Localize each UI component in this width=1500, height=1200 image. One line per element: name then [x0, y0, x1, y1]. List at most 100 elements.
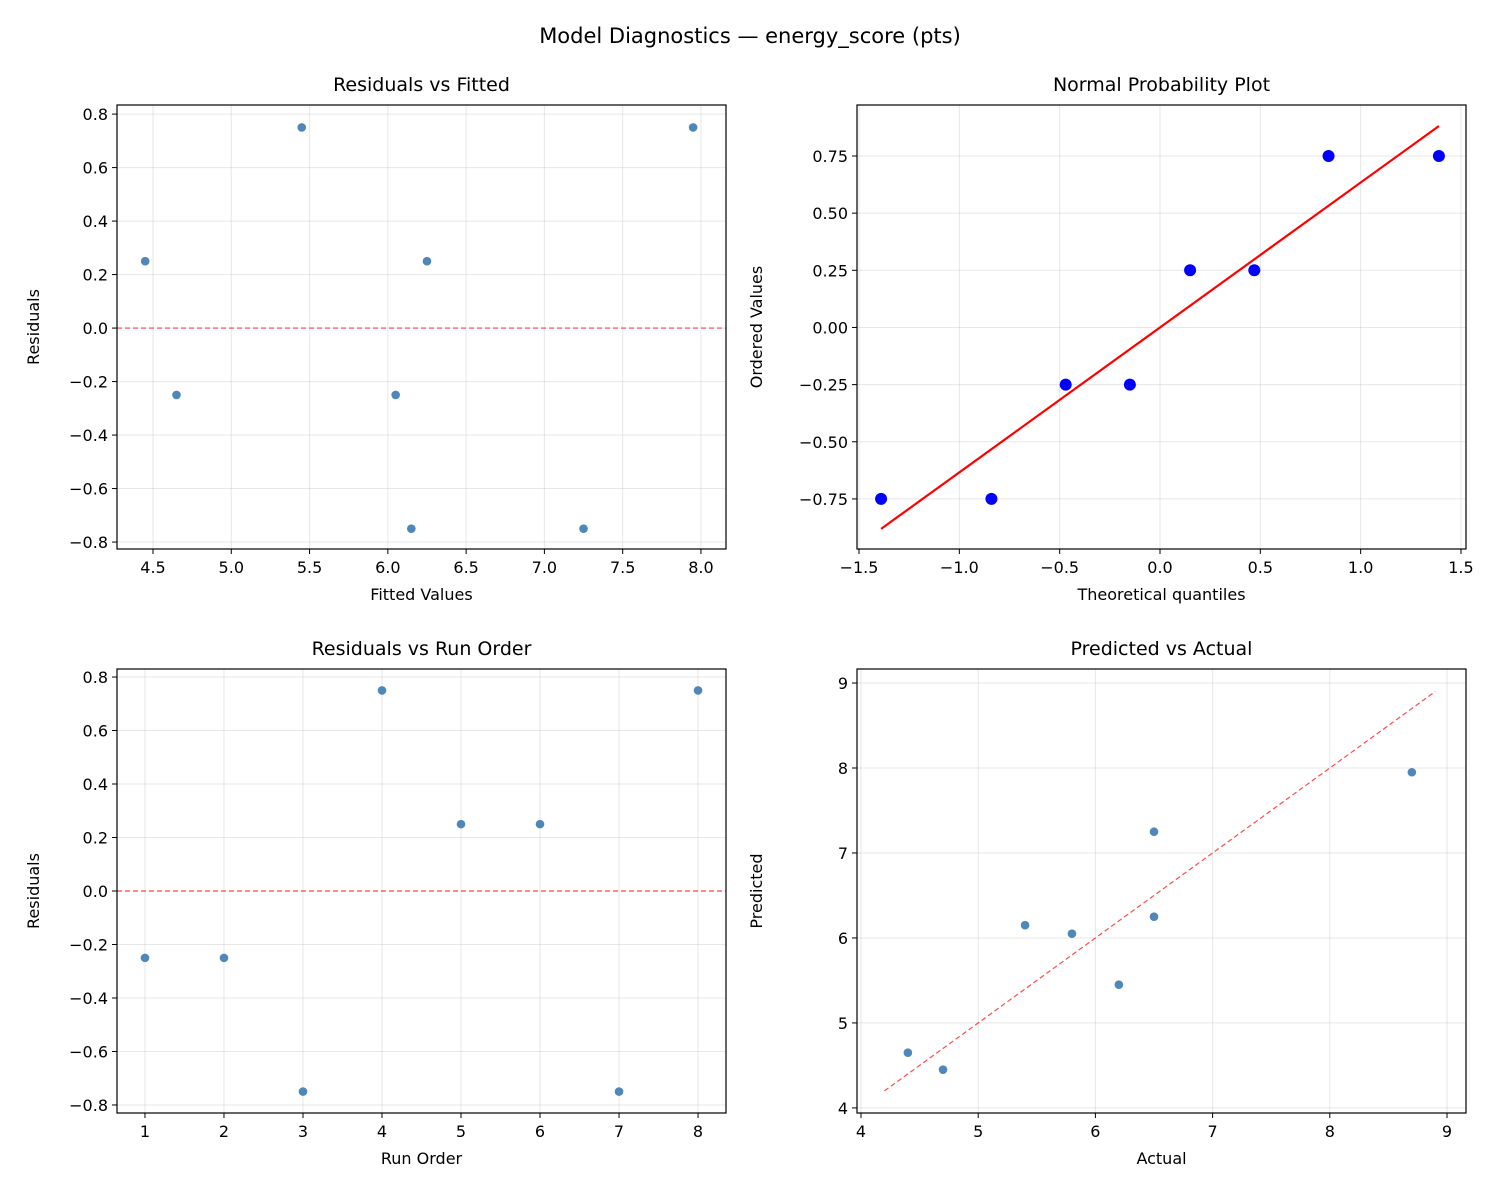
x-tick-label: 8.0	[688, 558, 713, 577]
y-axis-label: Ordered Values	[747, 266, 766, 388]
data-point	[1059, 378, 1072, 391]
data-point	[1114, 980, 1124, 989]
plot-area	[117, 123, 726, 533]
y-tick-label: −0.50	[799, 433, 848, 452]
y-axis-label: Residuals	[24, 853, 43, 929]
y-tick-label: 4	[838, 1099, 848, 1118]
y-axis-label: Predicted	[747, 853, 766, 928]
data-point	[1123, 378, 1136, 391]
y-tick-label: 0.00	[812, 318, 848, 337]
x-tick-label: 4	[856, 1122, 866, 1141]
x-tick-label: 7	[614, 1122, 624, 1141]
subplot-title: Normal Probability Plot	[1053, 74, 1270, 96]
y-axis-label: Residuals	[24, 289, 43, 365]
x-tick-label: 8	[693, 1122, 703, 1141]
data-point	[1149, 912, 1159, 922]
data-point	[1067, 929, 1077, 939]
y-tick-label: −0.2	[69, 935, 108, 954]
x-tick-label: 1	[140, 1122, 150, 1141]
data-point	[903, 1048, 913, 1057]
axes-frame	[856, 668, 1467, 1114]
data-point	[140, 953, 150, 963]
data-point	[579, 524, 588, 533]
data-point	[298, 1087, 308, 1096]
plot-area	[117, 686, 726, 1096]
subplot-normal-probability-plot: −1.5 −1.0 −0.5 0.0 0.5 1.0 1.5 −0.75 −0.50 −0.25 0…	[747, 74, 1474, 604]
y-tick-label: 0.8	[83, 105, 108, 124]
plot-area	[884, 691, 1436, 1092]
x-tick-label: −1.0	[940, 558, 979, 577]
x-tick-label: 1.5	[1448, 558, 1473, 577]
data-point	[1322, 149, 1335, 162]
data-point	[456, 819, 466, 829]
x-axis-label: Theoretical quantiles	[1076, 585, 1245, 604]
y-tick-label: 0.2	[83, 829, 108, 848]
data-point	[1407, 767, 1417, 777]
x-axis-label: Actual	[1136, 1149, 1186, 1168]
y-tick-label: 0.2	[83, 266, 108, 285]
data-point	[140, 256, 150, 266]
subplot-title: Predicted vs Actual	[1071, 638, 1253, 660]
x-tick-label: 6	[535, 1122, 545, 1141]
data-point	[1248, 264, 1261, 277]
y-tick-label: 0.75	[812, 147, 848, 166]
data-point	[377, 686, 387, 695]
y-tick-label: 9	[838, 674, 848, 693]
data-point	[535, 819, 545, 829]
figure-suptitle: Model Diagnostics — energy_score (pts)	[539, 24, 961, 49]
identity-reference-line	[884, 691, 1436, 1092]
data-point	[1432, 149, 1445, 162]
y-tick-label: 0.6	[83, 159, 108, 178]
data-point	[614, 1087, 624, 1096]
x-tick-label: 7.0	[532, 558, 557, 577]
axes-frame	[856, 104, 1467, 550]
data-point	[172, 390, 181, 400]
x-tick-label: −1.5	[840, 558, 879, 577]
x-axis-label: Run Order	[381, 1149, 463, 1168]
y-tick-label: 0.25	[812, 261, 848, 280]
data-point	[407, 524, 416, 533]
data-point	[875, 492, 888, 505]
data-point	[938, 1065, 948, 1074]
y-tick-label: 0.6	[83, 722, 108, 741]
subplot-predicted-vs-actual: 4 5 6 7 8 9 4 5 6 7 8 9 Predicted vs Actual Actual Pre…	[747, 638, 1467, 1168]
y-tick-label: −0.6	[69, 480, 108, 499]
data-point	[219, 953, 229, 963]
y-tick-label: 0.4	[83, 212, 108, 231]
data-point	[985, 492, 998, 505]
fit-line	[880, 125, 1440, 530]
y-tick-label: −0.2	[69, 373, 108, 392]
subplot-title: Residuals vs Run Order	[312, 638, 532, 660]
y-tick-label: −0.4	[69, 426, 108, 445]
x-tick-label: 6.5	[453, 558, 478, 577]
y-tick-label: 5	[838, 1014, 848, 1033]
subplot-residuals-vs-run-order: 1 2 3 4 5 6 7 8 −0.8 −0.6 −0.4 −0.2 0.0 0.2 0.4 0.6 0.8 R…	[24, 638, 727, 1168]
y-tick-label: 8	[838, 759, 848, 778]
data-point	[1020, 920, 1030, 930]
y-tick-label: 0.50	[812, 204, 848, 223]
x-tick-label: 0.0	[1147, 558, 1172, 577]
x-tick-label: 0.5	[1248, 558, 1273, 577]
data-point	[688, 123, 698, 132]
y-tick-label: 6	[838, 929, 848, 948]
x-tick-label: 7.5	[610, 558, 635, 577]
data-point	[391, 390, 400, 400]
x-tick-label: 1.0	[1348, 558, 1373, 577]
x-tick-label: −0.5	[1040, 558, 1079, 577]
x-tick-label: 3	[298, 1122, 308, 1141]
x-tick-label: 9	[1442, 1122, 1452, 1141]
y-tick-label: 0.8	[83, 668, 108, 687]
x-tick-label: 5	[973, 1122, 983, 1141]
data-point	[422, 256, 432, 266]
y-tick-label: 0.0	[83, 882, 108, 901]
y-tick-label: −0.8	[69, 1096, 108, 1115]
x-tick-label: 4.5	[140, 558, 165, 577]
data-point	[297, 123, 307, 132]
y-tick-label: −0.8	[69, 533, 108, 552]
data-point	[693, 686, 703, 695]
y-tick-label: −0.4	[69, 989, 108, 1008]
x-tick-label: 7	[1208, 1122, 1218, 1141]
x-tick-label: 4	[377, 1122, 387, 1141]
subplot-residuals-vs-fitted: 4.5 5.0 5.5 6.0 6.5 7.0 7.5 8.0 −0.8 −0.6 −0.4 −0.2…	[24, 74, 727, 604]
